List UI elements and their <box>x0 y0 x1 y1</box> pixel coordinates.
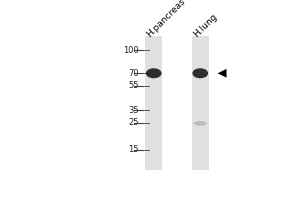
Text: H.lung: H.lung <box>192 12 219 39</box>
Ellipse shape <box>194 121 207 126</box>
Text: 70: 70 <box>128 69 139 78</box>
Text: 55: 55 <box>128 81 139 90</box>
Bar <box>145 36 163 170</box>
Text: 100: 100 <box>123 46 139 55</box>
Ellipse shape <box>146 68 162 78</box>
Bar <box>191 36 209 170</box>
Text: H.pancreas: H.pancreas <box>145 0 187 39</box>
Text: 15: 15 <box>128 145 139 154</box>
Text: 35: 35 <box>128 106 139 115</box>
Ellipse shape <box>192 68 208 78</box>
Text: 25: 25 <box>128 118 139 127</box>
Polygon shape <box>218 69 226 78</box>
